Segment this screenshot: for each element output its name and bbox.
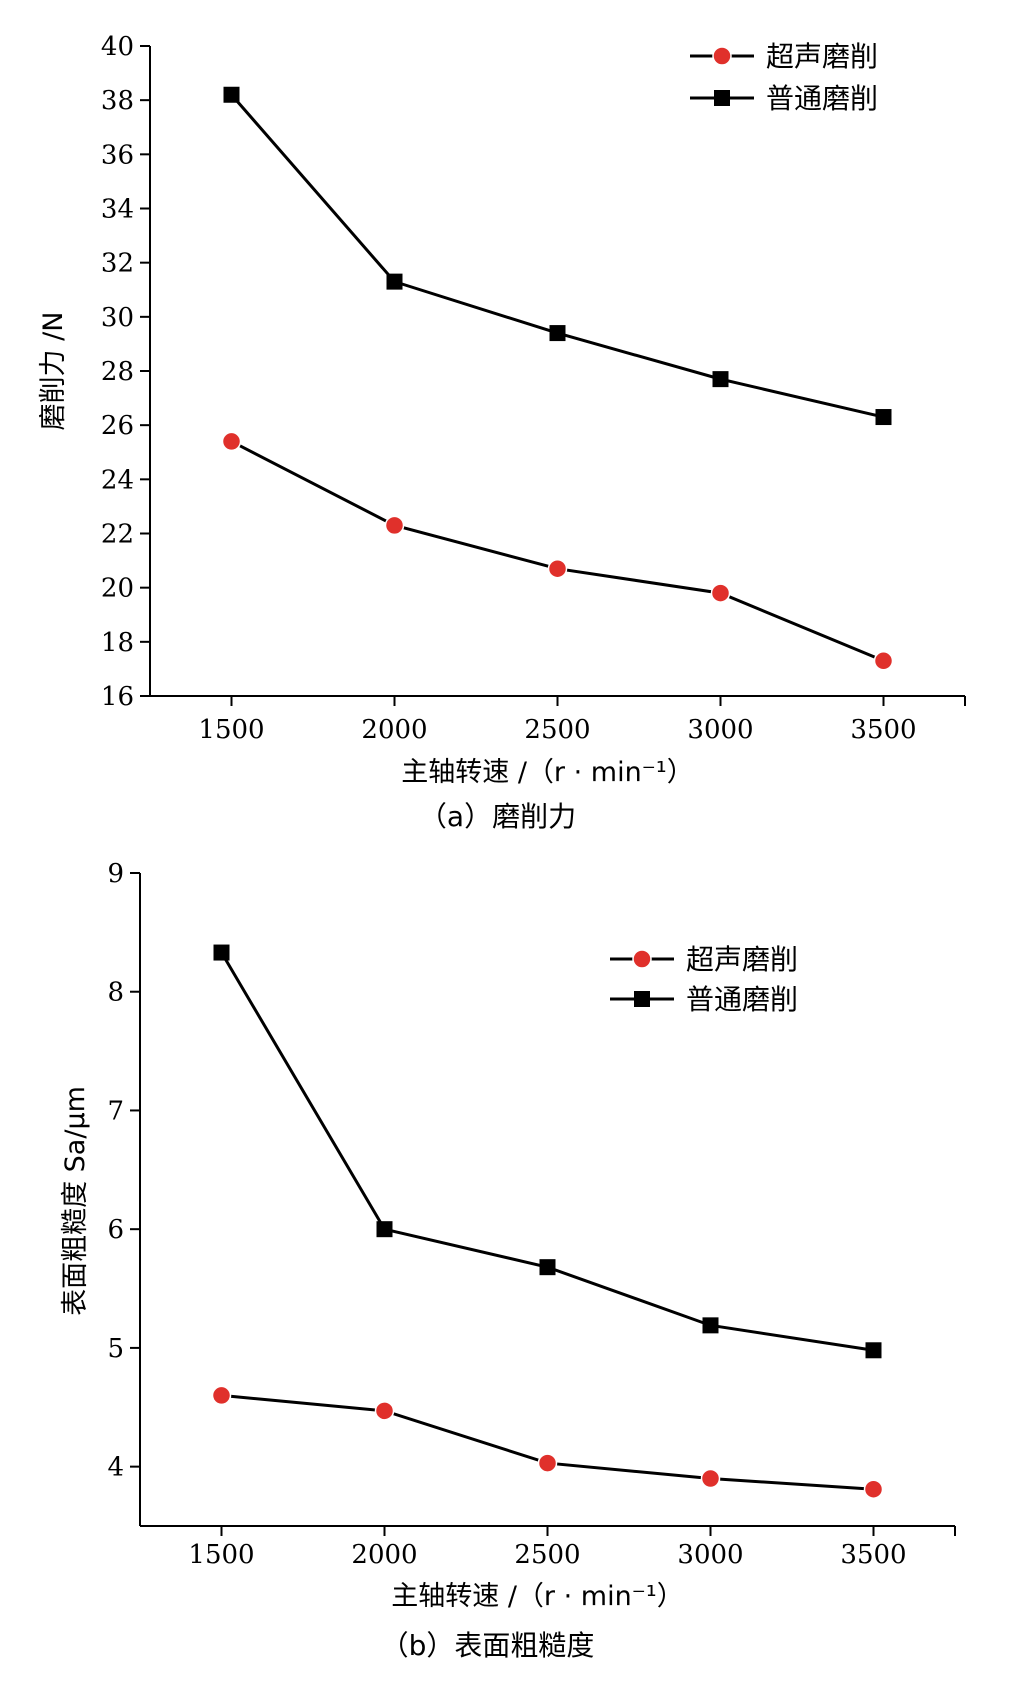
legend-label: 超声磨削 <box>766 40 878 73</box>
x-tick-label: 2000 <box>361 715 427 745</box>
y-tick-label: 36 <box>101 140 134 170</box>
data-point <box>539 1259 556 1276</box>
data-point <box>863 1479 884 1499</box>
y-tick-label: 24 <box>101 465 134 495</box>
surface-roughness-chart: 4 5 6 7 8 9 1500 2000 2500 3000 3500 主轴转速 /（r · min… <box>60 859 956 1662</box>
y-tick-label: 32 <box>101 249 134 279</box>
data-point <box>376 1221 393 1238</box>
data-point <box>875 409 892 426</box>
data-point <box>865 1342 882 1359</box>
y-tick-label: 26 <box>101 411 134 441</box>
legend-entry: 超声磨削 <box>610 943 798 976</box>
chart-panel-grinding-force: 16 18 20 22 24 26 28 30 32 34 36 38 40 1500 2000 2500 30… <box>38 32 966 833</box>
data-point <box>537 1453 558 1473</box>
x-tick-label: 2500 <box>514 1540 580 1570</box>
data-point <box>710 583 731 603</box>
data-point <box>386 273 403 290</box>
legend-entry: 普通磨削 <box>690 82 878 115</box>
data-point <box>384 515 405 536</box>
legend-label: 普通磨削 <box>766 82 878 115</box>
x-tick-label: 3000 <box>677 1540 743 1570</box>
axes <box>140 45 966 706</box>
y-axis-title: 磨削力 /N <box>38 312 69 431</box>
data-point <box>873 651 894 671</box>
x-tick-label: 1500 <box>198 715 264 745</box>
y-tick-label: 34 <box>101 195 134 225</box>
legend-marker <box>634 991 650 1007</box>
y-tick-label: 8 <box>107 978 124 1008</box>
data-point <box>221 431 242 452</box>
y-tick-label: 4 <box>107 1453 124 1483</box>
data-point <box>702 1317 719 1334</box>
y-tick-label: 6 <box>107 1215 124 1245</box>
y-tick-label: 28 <box>101 357 134 387</box>
x-tick-label: 2000 <box>351 1540 417 1570</box>
data-point <box>223 86 240 103</box>
data-point <box>549 325 566 342</box>
axes <box>130 872 956 1536</box>
series-conventional <box>213 944 882 1359</box>
y-tick-label: 20 <box>101 574 134 604</box>
x-tick-label: 3500 <box>850 715 916 745</box>
data-point <box>211 1385 232 1406</box>
series-line <box>221 1393 874 1491</box>
x-tick-label: 3000 <box>687 715 753 745</box>
y-axis-title: 表面粗糙度 Sa/μm <box>60 1086 91 1316</box>
x-tick-label: 1500 <box>188 1540 254 1570</box>
y-tick-label: 16 <box>101 682 134 712</box>
y-tick-label: 18 <box>101 628 134 658</box>
series-ultrasonic <box>211 1385 884 1499</box>
y-tick-label: 30 <box>101 303 134 333</box>
chart-panel-surface-roughness: 4 5 6 7 8 9 1500 2000 2500 3000 3500 主轴转速 /（r · min… <box>0 851 1013 1702</box>
series-conventional <box>223 86 892 426</box>
data-point <box>213 944 230 961</box>
y-tick-label: 38 <box>101 86 134 116</box>
data-point <box>712 371 729 388</box>
legend-entry: 超声磨削 <box>690 40 878 73</box>
y-tick-label: 22 <box>101 520 134 550</box>
legend-entry: 普通磨削 <box>610 983 798 1016</box>
legend-marker <box>714 90 730 106</box>
series-line <box>230 93 884 419</box>
data-point <box>547 558 568 579</box>
grinding-force-chart: 16 18 20 22 24 26 28 30 32 34 36 38 40 1500 2000 2500 30… <box>38 32 966 833</box>
legend-label: 普通磨削 <box>686 983 798 1016</box>
x-axis-title: 主轴转速 /（r · min⁻¹） <box>401 757 694 788</box>
x-axis-title: 主轴转速 /（r · min⁻¹） <box>391 1581 684 1612</box>
y-tick-label: 9 <box>107 859 124 889</box>
series-line <box>230 440 885 663</box>
y-tick-label: 5 <box>107 1334 124 1364</box>
series-ultrasonic <box>221 431 894 671</box>
data-point <box>374 1401 395 1421</box>
legend-marker <box>632 949 652 969</box>
y-tick-label: 40 <box>101 32 134 62</box>
x-tick-label: 2500 <box>524 715 590 745</box>
legend-marker <box>712 46 732 66</box>
data-point <box>700 1468 721 1489</box>
y-tick-label: 7 <box>107 1096 124 1126</box>
figure-caption: （a）磨削力 <box>419 800 576 833</box>
x-tick-label: 3500 <box>840 1540 906 1570</box>
legend-label: 超声磨削 <box>686 943 798 976</box>
figure-caption: （b）表面粗糙度 <box>381 1629 595 1662</box>
